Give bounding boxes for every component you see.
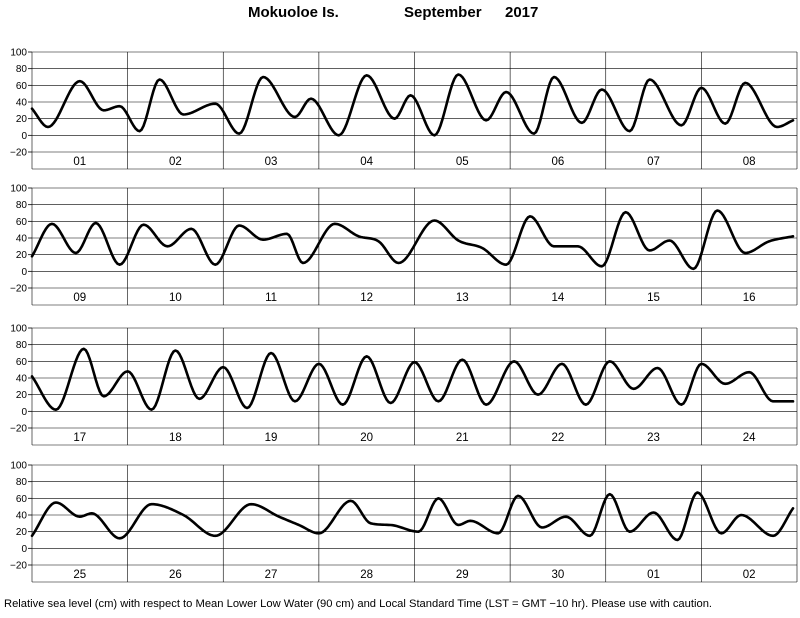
- y-tick-label: 80: [16, 64, 28, 75]
- day-label: 26: [169, 569, 182, 581]
- y-tick-label: 20: [16, 527, 28, 538]
- y-tick-label: 0: [21, 407, 27, 418]
- day-label: 05: [456, 156, 469, 168]
- y-tick-label: 60: [16, 81, 28, 92]
- day-label: 25: [73, 569, 86, 581]
- y-tick-label: 0: [21, 131, 27, 142]
- day-label: 28: [360, 569, 373, 581]
- day-label: 13: [456, 292, 469, 304]
- day-label: 01: [73, 156, 86, 168]
- tide-series-line: [30, 209, 795, 271]
- day-label: 15: [647, 292, 660, 304]
- day-label: 02: [743, 569, 756, 581]
- tide-series-line: [30, 347, 795, 411]
- day-label: 16: [743, 292, 756, 304]
- y-tick-label: 100: [10, 324, 27, 335]
- y-tick-label: −20: [10, 148, 27, 159]
- day-label: 29: [456, 569, 469, 581]
- footer-note: Relative sea level (cm) with respect to …: [4, 598, 713, 610]
- day-label: 02: [169, 156, 182, 168]
- chart-title-year: 2017: [505, 4, 539, 21]
- day-label: 06: [552, 156, 565, 168]
- y-tick-label: −20: [10, 284, 27, 295]
- day-label: 23: [647, 432, 660, 444]
- day-label: 01: [647, 569, 660, 581]
- y-tick-label: 20: [16, 114, 28, 125]
- y-tick-label: 40: [16, 98, 28, 109]
- y-tick-label: 80: [16, 477, 28, 488]
- y-tick-label: −20: [10, 424, 27, 435]
- chart-title-station: Mokuoloe Is.: [248, 4, 339, 21]
- day-label: 30: [552, 569, 565, 581]
- day-label: 22: [552, 432, 565, 444]
- y-tick-label: 40: [16, 511, 28, 522]
- y-tick-label: 100: [10, 461, 27, 472]
- day-label: 17: [73, 432, 86, 444]
- day-label: 27: [265, 569, 278, 581]
- y-tick-label: 80: [16, 200, 28, 211]
- day-label: 10: [169, 292, 182, 304]
- day-label: 08: [743, 156, 756, 168]
- day-label: 20: [360, 432, 373, 444]
- day-label: 18: [169, 432, 182, 444]
- y-tick-label: 40: [16, 234, 28, 245]
- day-label: 12: [360, 292, 373, 304]
- day-label: 11: [265, 292, 277, 304]
- chart-title-month: September: [404, 4, 482, 21]
- day-label: 07: [647, 156, 660, 168]
- y-tick-label: 60: [16, 494, 28, 505]
- y-tick-label: 20: [16, 390, 28, 401]
- y-tick-label: 80: [16, 340, 28, 351]
- y-tick-label: 0: [21, 267, 27, 278]
- day-label: 14: [552, 292, 565, 304]
- y-tick-label: 40: [16, 374, 28, 385]
- day-label: 09: [73, 292, 86, 304]
- y-tick-label: −20: [10, 561, 27, 572]
- day-label: 19: [265, 432, 278, 444]
- day-label: 03: [265, 156, 278, 168]
- tide-series-line: [30, 491, 795, 542]
- day-label: 21: [456, 432, 469, 444]
- tide-series-line: [30, 73, 795, 137]
- day-label: 24: [743, 432, 756, 444]
- day-label: 04: [360, 156, 373, 168]
- y-tick-label: 100: [10, 48, 27, 59]
- y-tick-label: 100: [10, 184, 27, 195]
- y-tick-label: 60: [16, 217, 28, 228]
- y-tick-label: 20: [16, 250, 28, 261]
- y-tick-label: 0: [21, 544, 27, 555]
- y-tick-label: 60: [16, 357, 28, 368]
